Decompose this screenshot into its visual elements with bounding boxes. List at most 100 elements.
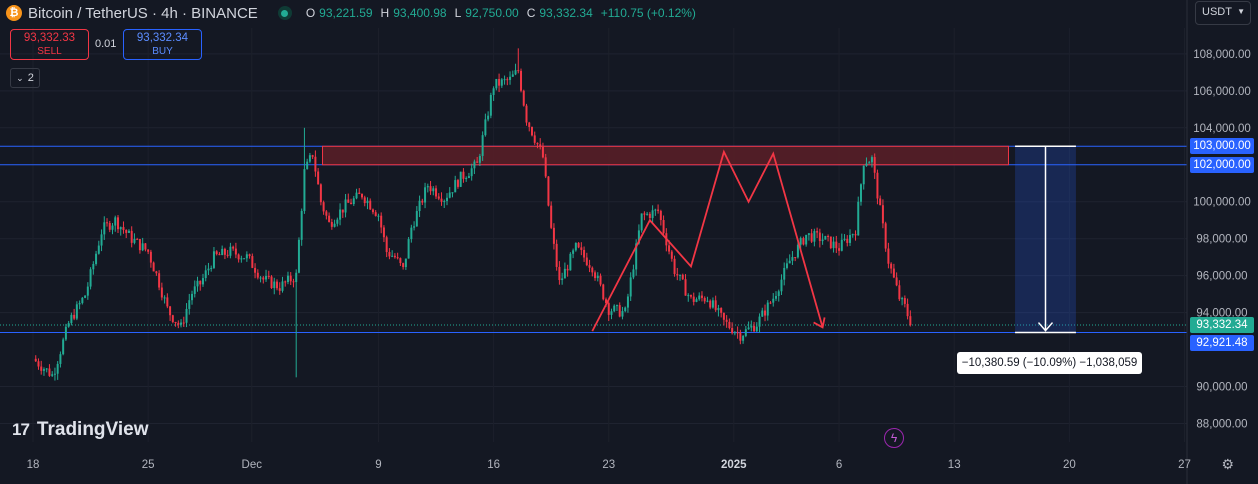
- resistance-zone-rect: [322, 145, 1009, 166]
- candle-body: [536, 142, 539, 145]
- candle-body: [432, 188, 435, 192]
- candle-body: [40, 366, 43, 371]
- candle-body: [561, 278, 564, 281]
- order-quantity[interactable]: 0.01: [95, 38, 117, 50]
- x-tick-label: 2025: [721, 459, 747, 471]
- candle-body: [130, 230, 133, 243]
- candle-body: [147, 249, 150, 252]
- candle-body: [374, 212, 377, 216]
- candle-body: [602, 284, 605, 300]
- symbol-title[interactable]: Bitcoin / TetherUS · 4h · BINANCE: [28, 4, 258, 22]
- candle-body: [361, 194, 363, 198]
- candle-body: [330, 221, 333, 227]
- chevron-down-icon: ⌄: [16, 72, 24, 83]
- candle-body: [103, 222, 106, 235]
- candle-body: [736, 332, 739, 334]
- bitcoin-icon[interactable]: ₿: [6, 5, 22, 21]
- x-axis: 18 25 Dec 9 16 23 2025 6 13 20 27: [27, 459, 1191, 471]
- candle-body: [484, 119, 487, 136]
- candle-body: [267, 275, 270, 277]
- indicators-toggle[interactable]: ⌄ 2: [10, 68, 40, 88]
- candle-body: [541, 146, 544, 158]
- candle-body: [835, 241, 838, 249]
- candle-body: [520, 70, 523, 91]
- candle-body: [711, 300, 714, 308]
- candle-body: [821, 239, 824, 242]
- candle-body: [188, 300, 191, 309]
- candle-body: [613, 305, 616, 312]
- candle-body: [339, 209, 342, 220]
- buy-price: 93,332.34: [136, 32, 189, 44]
- candle-body: [53, 373, 56, 375]
- gear-icon[interactable]: ⚙: [1221, 456, 1234, 472]
- candle-body: [709, 300, 712, 308]
- candle-body: [816, 231, 819, 233]
- y-tick-label: 104,000.00: [1193, 123, 1251, 135]
- candle-body: [865, 163, 868, 166]
- candle-body: [476, 161, 479, 163]
- indicators-count: 2: [27, 72, 34, 84]
- x-tick-label: 18: [27, 459, 40, 471]
- candle-body: [248, 254, 251, 257]
- candle-body: [851, 234, 854, 236]
- symbol-header: ₿ Bitcoin / TetherUS · 4h · BINANCE O 93,…: [6, 3, 700, 23]
- candle-body: [407, 239, 410, 259]
- candle-body: [764, 310, 767, 316]
- candle-body: [171, 315, 174, 323]
- candle-body: [624, 307, 627, 312]
- candle-body: [854, 234, 857, 236]
- candle-body: [884, 223, 887, 249]
- candle-body: [122, 227, 125, 230]
- candle-body: [566, 268, 569, 271]
- candle-body: [341, 209, 344, 213]
- lightning-icon[interactable]: ϟ: [884, 428, 904, 448]
- candle-body: [481, 135, 484, 156]
- candle-body: [492, 88, 495, 95]
- candle-body: [358, 192, 361, 195]
- ohlc-open: 93,221.59: [319, 6, 373, 20]
- sell-button[interactable]: 93,332.33 SELL: [10, 29, 89, 60]
- candle-body: [769, 302, 772, 304]
- candle-body: [859, 184, 862, 202]
- candle-body: [62, 339, 65, 355]
- price-tag-level-high: 103,000.00: [1190, 138, 1254, 155]
- candle-body: [898, 285, 901, 300]
- candle-body: [901, 298, 904, 300]
- candle-body: [445, 197, 448, 202]
- price-tag-measure-target: 92,921.48: [1190, 334, 1254, 351]
- candle-body: [766, 302, 769, 316]
- tradingview-logo-icon: 17: [12, 420, 30, 439]
- candle-body: [144, 243, 147, 250]
- candle-body: [48, 368, 51, 376]
- candle-body: [377, 215, 380, 217]
- candle-body: [807, 233, 810, 235]
- candle-body: [136, 238, 139, 240]
- candle-body: [95, 253, 98, 265]
- buy-label: BUY: [152, 46, 173, 57]
- candle-body: [648, 213, 651, 219]
- candle-body: [533, 135, 536, 143]
- candle-body: [744, 329, 747, 336]
- buy-button[interactable]: 93,332.34 BUY: [123, 29, 202, 60]
- candle-body: [810, 233, 813, 242]
- candle-body: [621, 311, 624, 317]
- candle-body: [676, 274, 679, 276]
- y-tick-label: 94,000.00: [1196, 308, 1247, 320]
- candle-body: [643, 213, 646, 215]
- candle-body: [223, 248, 226, 255]
- candle-body: [467, 176, 470, 178]
- candle-body: [336, 219, 339, 224]
- x-tick-label: Dec: [242, 459, 263, 471]
- candle-body: [700, 295, 703, 298]
- currency-select[interactable]: USDT ▼: [1195, 1, 1251, 25]
- candle-body: [725, 319, 728, 322]
- y-tick-label: 88,000.00: [1196, 419, 1247, 431]
- candle-body: [328, 215, 331, 222]
- x-tick-label: 9: [375, 459, 381, 471]
- candle-body: [37, 361, 40, 367]
- candle-body: [388, 252, 391, 257]
- candle-body: [215, 251, 218, 255]
- price-tag-level-low: 102,000.00: [1190, 156, 1254, 173]
- candle-body: [212, 251, 215, 268]
